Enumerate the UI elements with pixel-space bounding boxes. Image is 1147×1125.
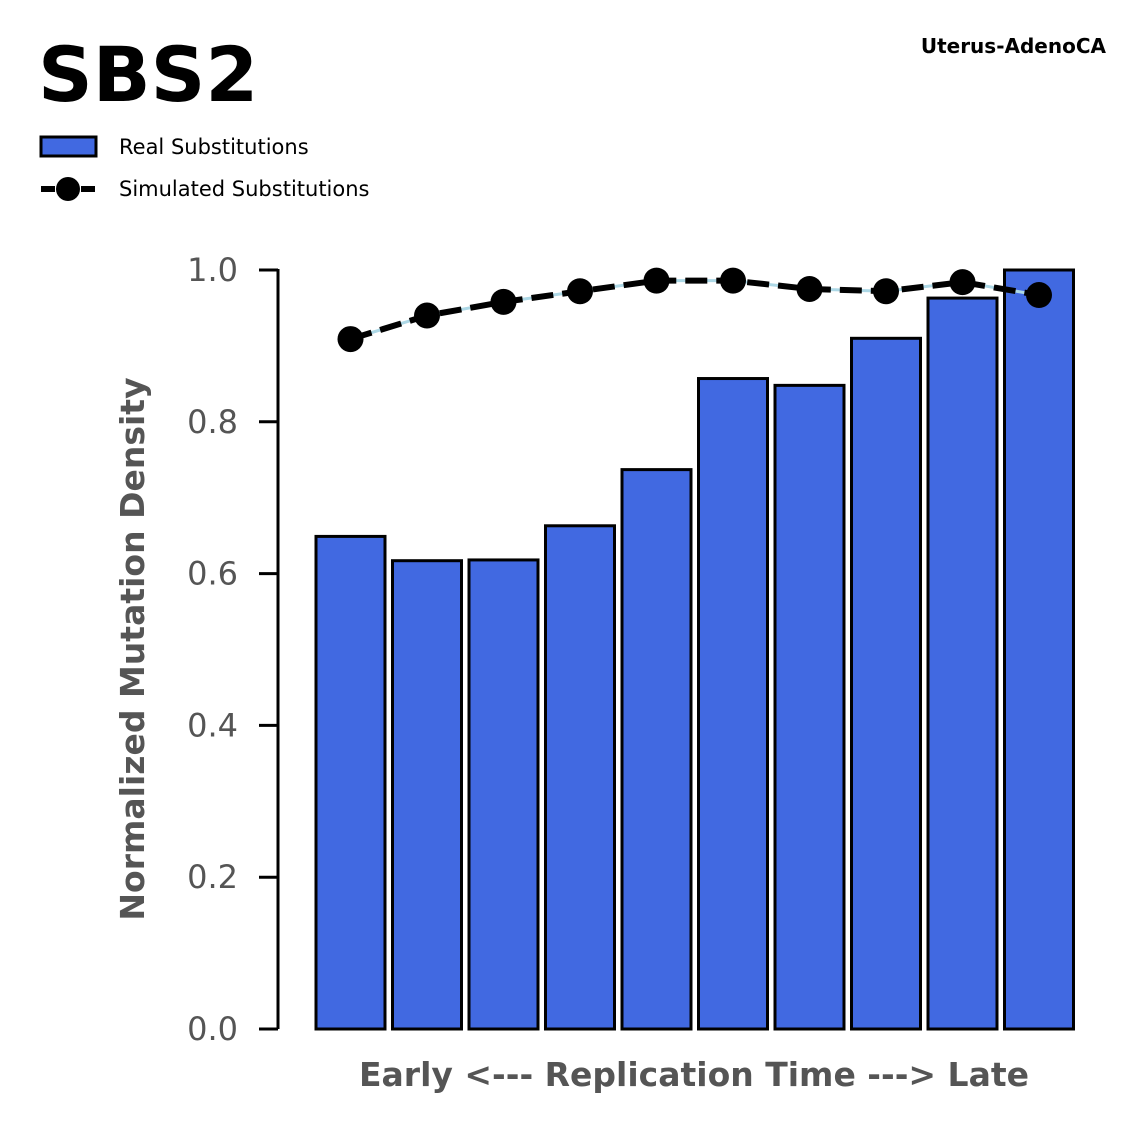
bar [391,559,463,1031]
legend-label-real: Real Substitutions [119,135,309,159]
bar-series-real [314,268,1075,1031]
simulated-point [949,269,976,296]
y-tick-label: 1.0 [187,251,238,289]
line-series-simulated [337,267,1052,353]
bar [697,377,769,1031]
y-tick-label: 0.4 [187,706,238,744]
bar [773,383,846,1031]
bar [544,524,616,1031]
y-axis-label: Normalized Mutation Density [113,377,152,920]
simulated-point [720,267,746,294]
x-axis-label: Early <--- Replication Time ---> Late [359,1055,1029,1094]
chart-title: SBS2 [38,30,258,119]
legend-swatch-real [39,135,98,158]
y-ticks: 0.0 0.2 0.4 0.6 0.8 1.0 [187,251,278,1048]
simulated-point [490,288,517,315]
bar [1003,268,1075,1031]
bar [314,534,387,1031]
legend-label-simulated: Simulated Substitutions [119,177,369,201]
y-tick-label: 0.8 [187,403,238,441]
simulated-point [796,275,823,302]
chart-subtitle: Uterus-AdenoCA [921,34,1107,58]
simulated-point [1026,282,1052,309]
simulated-dashed-line [349,277,1040,342]
bar [620,468,693,1031]
y-tick-label: 0.2 [187,858,238,896]
bar [926,296,999,1031]
legend-marker-simulated [56,177,80,201]
bar [850,336,922,1031]
simulated-point [337,326,364,353]
y-tick-label: 0.0 [187,1010,238,1048]
simulated-point [643,267,670,294]
simulated-point [873,278,899,305]
legend: Real Substitutions Simulated Substitutio… [39,135,369,201]
simulated-point [567,278,593,305]
y-tick-label: 0.6 [187,555,238,593]
bar [467,558,540,1031]
simulated-point [414,302,440,329]
